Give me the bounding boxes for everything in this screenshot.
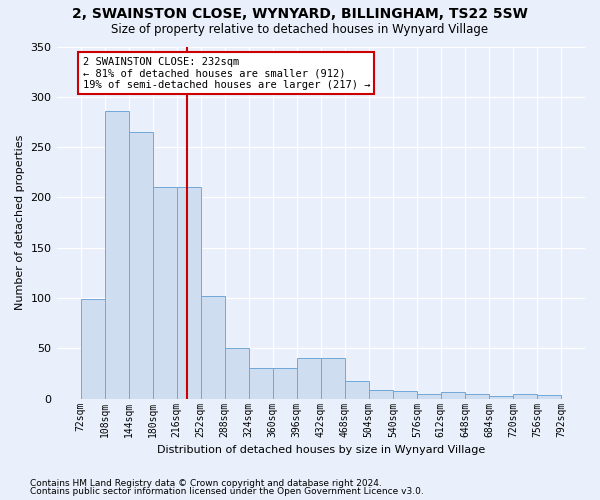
Bar — [537, 394, 561, 398]
Bar — [345, 380, 369, 398]
Bar — [513, 394, 537, 398]
Text: Contains HM Land Registry data © Crown copyright and database right 2024.: Contains HM Land Registry data © Crown c… — [30, 478, 382, 488]
Text: 2 SWAINSTON CLOSE: 232sqm
← 81% of detached houses are smaller (912)
19% of semi: 2 SWAINSTON CLOSE: 232sqm ← 81% of detac… — [83, 56, 370, 90]
Bar — [152, 188, 176, 398]
Text: Contains public sector information licensed under the Open Government Licence v3: Contains public sector information licen… — [30, 487, 424, 496]
Bar — [297, 358, 321, 399]
Bar — [224, 348, 249, 399]
Text: Size of property relative to detached houses in Wynyard Village: Size of property relative to detached ho… — [112, 22, 488, 36]
Bar — [104, 111, 128, 399]
Bar — [489, 396, 513, 398]
Bar — [369, 390, 393, 398]
Text: 2, SWAINSTON CLOSE, WYNYARD, BILLINGHAM, TS22 5SW: 2, SWAINSTON CLOSE, WYNYARD, BILLINGHAM,… — [72, 8, 528, 22]
Bar — [80, 299, 104, 398]
Y-axis label: Number of detached properties: Number of detached properties — [15, 135, 25, 310]
Bar — [465, 394, 489, 398]
Bar — [273, 368, 297, 398]
Bar — [128, 132, 152, 398]
Bar — [249, 368, 273, 398]
Bar — [321, 358, 345, 399]
X-axis label: Distribution of detached houses by size in Wynyard Village: Distribution of detached houses by size … — [157, 445, 485, 455]
Bar — [200, 296, 224, 398]
Bar — [176, 188, 200, 398]
Bar — [393, 390, 417, 398]
Bar — [417, 394, 441, 398]
Bar — [441, 392, 465, 398]
